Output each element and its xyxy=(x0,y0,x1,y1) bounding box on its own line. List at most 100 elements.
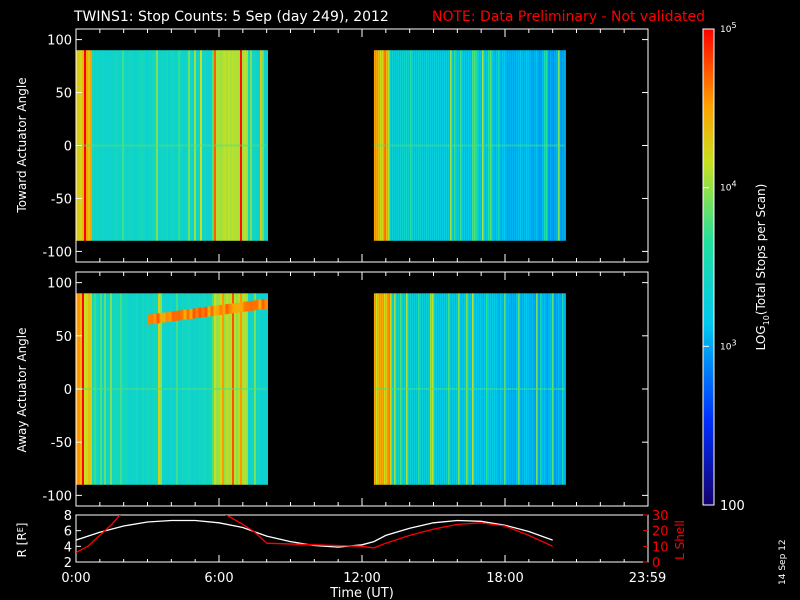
heatmap-feature xyxy=(249,300,253,311)
heatmap-column xyxy=(266,293,268,485)
heatmap-feature xyxy=(234,302,238,313)
footer-date: 14 Sep 12 xyxy=(778,539,788,585)
heatmap-feature xyxy=(204,306,208,317)
heatmap-feature xyxy=(174,310,178,321)
heatmap-feature xyxy=(186,309,190,320)
time-tick-label: 6:00 xyxy=(204,571,233,586)
y-tick-label: -50 xyxy=(51,192,72,207)
heatmap-feature xyxy=(228,303,232,314)
y-tick-label: 100 xyxy=(47,277,72,292)
heatmap-feature xyxy=(168,311,172,322)
lshell-tick-label: 30 xyxy=(652,509,669,524)
colorbar-tick-exponent: 5 xyxy=(731,21,736,30)
preliminary-note: NOTE: Data Preliminary - Not validated xyxy=(432,9,705,25)
heatmap-feature xyxy=(189,308,193,319)
radius-axis-label: R [RE] xyxy=(15,523,29,558)
heatmap-feature xyxy=(180,310,184,321)
heatmap-feature xyxy=(162,312,166,323)
heatmap-feature xyxy=(210,306,214,317)
heatmap-feature xyxy=(171,311,175,322)
toward-heatmap xyxy=(76,50,566,241)
heatmap-feature xyxy=(150,314,154,325)
heatmap-feature xyxy=(252,300,256,311)
time-tick-label: 18:00 xyxy=(486,571,523,586)
y-tick-label: 0 xyxy=(64,383,72,398)
heatmap-column xyxy=(563,293,566,485)
heatmap-column xyxy=(266,50,268,241)
away-y-axis-label: Away Actuator Angle xyxy=(15,327,29,452)
lshell-tick-label: 10 xyxy=(652,540,669,555)
heatmap-feature xyxy=(261,299,265,310)
heatmap-feature xyxy=(213,305,217,316)
time-tick-label: 12:00 xyxy=(343,571,380,586)
heatmap-feature xyxy=(159,312,163,323)
heatmap-feature xyxy=(258,299,262,310)
radius-axis-label-post: ] xyxy=(15,523,29,528)
y-tick-label: -100 xyxy=(42,245,72,260)
heatmap-feature xyxy=(231,303,235,314)
away-panel: 100 50 0 -50 -100 Away Actuator Angle xyxy=(15,271,649,507)
time-tick-label: 0:00 xyxy=(61,571,90,586)
radius-axis-label-sub: E xyxy=(16,527,25,532)
heatmap-feature xyxy=(207,306,211,317)
radius-tick-label: 4 xyxy=(64,540,72,555)
radius-tick-label: 2 xyxy=(64,556,72,571)
y-tick-label: 0 xyxy=(64,140,72,155)
colorbar-tick-exponent: 3 xyxy=(731,338,736,347)
colorbar-label-main: LOG xyxy=(754,325,768,350)
heatmap-feature xyxy=(153,313,157,324)
heatmap-feature xyxy=(237,302,241,313)
heatmap-feature xyxy=(165,312,169,323)
zero-angle-stripe xyxy=(373,144,565,147)
heatmap-feature xyxy=(264,298,268,309)
heatmap-feature xyxy=(195,308,199,319)
colorbar-tick-exponent: 4 xyxy=(731,180,736,189)
radius-axis-label-pre: R [R xyxy=(15,532,29,557)
colorbar-label: LOG10(Total Stops per Scan) xyxy=(754,184,771,351)
colorbar-label-rest: (Total Stops per Scan) xyxy=(754,184,768,315)
y-tick-label: 50 xyxy=(55,330,72,345)
zero-angle-stripe xyxy=(76,144,267,147)
heatmap-feature xyxy=(183,309,187,320)
lshell-tick-label: 20 xyxy=(652,525,669,540)
heatmap-feature xyxy=(243,301,247,312)
heatmap-feature xyxy=(147,314,151,325)
time-axis-label: Time (UT) xyxy=(329,586,394,600)
colorbar-tick-label: 100 xyxy=(720,499,745,514)
heatmap-feature xyxy=(216,305,220,316)
lshell-line xyxy=(76,515,553,554)
heatmap-column xyxy=(563,50,566,241)
toward-y-axis-label: Toward Actuator Angle xyxy=(15,77,29,213)
heatmap-feature xyxy=(219,304,223,315)
heatmap-feature xyxy=(240,302,244,313)
toward-y-ticks: 100 50 0 -50 -100 xyxy=(42,29,649,262)
heatmap-feature xyxy=(201,307,205,318)
y-tick-label: 50 xyxy=(55,87,72,102)
radius-line xyxy=(76,519,553,548)
radius-tick-label: 6 xyxy=(64,525,72,540)
orbit-panel-frame xyxy=(75,514,649,563)
heatmap-feature xyxy=(246,301,250,312)
radius-tick-label: 8 xyxy=(64,509,72,524)
time-tick-label: 23:59 xyxy=(629,571,666,586)
heatmap-feature xyxy=(156,313,160,324)
zero-angle-stripe xyxy=(373,388,565,390)
y-tick-label: 100 xyxy=(47,34,72,49)
y-tick-label: -50 xyxy=(51,436,72,451)
orbit-lines xyxy=(76,515,553,554)
heatmap-feature xyxy=(177,310,181,321)
heatmap-feature xyxy=(225,304,229,315)
heatmap-feature xyxy=(222,304,226,315)
figure-title: TWINS1: Stop Counts: 5 Sep (day 249), 20… xyxy=(73,9,389,25)
away-y-ticks: 100 50 0 -50 -100 xyxy=(42,272,649,506)
lshell-tick-label: 0 xyxy=(652,556,660,571)
colorbar-label-sub: 10 xyxy=(762,315,771,325)
colorbar-gradient xyxy=(702,28,715,506)
heatmap-feature xyxy=(192,308,196,319)
y-tick-label: -100 xyxy=(42,489,72,504)
heatmap-feature xyxy=(198,307,202,318)
